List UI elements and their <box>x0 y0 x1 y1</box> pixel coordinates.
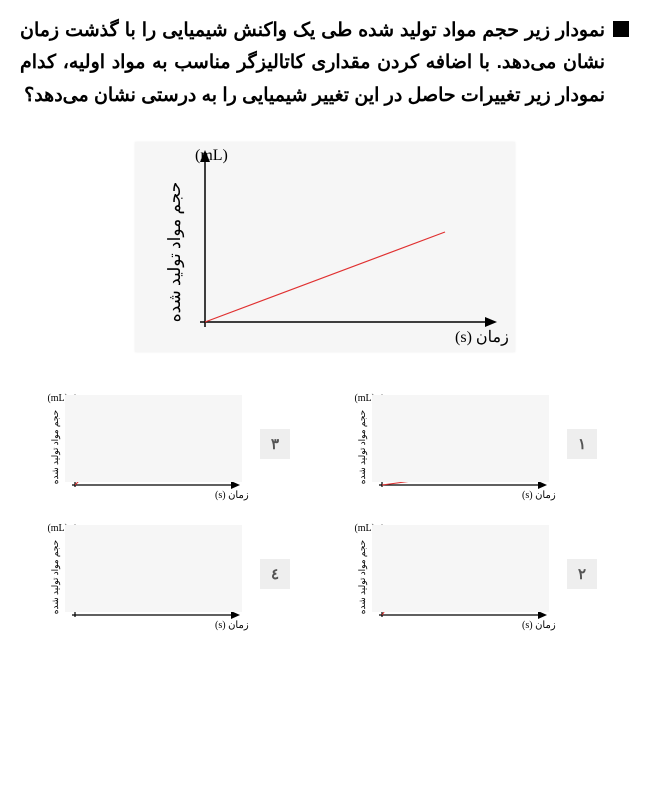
option-badge-3[interactable]: ٣ <box>260 429 290 459</box>
y-axis-label: حجم مواد تولید شده <box>165 182 185 323</box>
option-cell-2: (mL) حجم مواد تولید شده زمان (s) ٢ <box>337 517 619 632</box>
x-axis-label: زمان (s) <box>522 620 556 631</box>
option-cell-3: (mL) حجم مواد تولید شده زمان (s) ٣ <box>30 387 312 502</box>
option-chart-2: (mL) حجم مواد تولید شده زمان (s) <box>337 517 557 632</box>
option-cell-1: (mL) حجم مواد تولید شده زمان (s) ١ <box>337 387 619 502</box>
x-axis-arrow-icon <box>231 481 240 489</box>
options-grid: (mL) حجم مواد تولید شده زمان (s) ٣ (mL) … <box>20 387 629 632</box>
option-chart-3: (mL) حجم مواد تولید شده زمان (s) <box>30 387 250 502</box>
main-chart: (mL) حجم مواد تولید شده زمان (s) <box>135 142 515 352</box>
y-axis-label: حجم مواد تولید شده <box>357 540 368 614</box>
x-axis-label: زمان (s) <box>455 329 509 346</box>
x-axis-arrow-icon <box>231 611 240 619</box>
option-chart-1: (mL) حجم مواد تولید شده زمان (s) <box>337 387 557 502</box>
bullet-icon <box>613 21 629 37</box>
main-chart-line <box>205 232 445 322</box>
y-axis-label: حجم مواد تولید شده <box>357 410 368 484</box>
x-axis-label: زمان (s) <box>215 620 249 631</box>
x-axis-label: زمان (s) <box>522 490 556 501</box>
option-chart-4: (mL) حجم مواد تولید شده زمان (s) <box>30 517 250 632</box>
option-cell-4: (mL) حجم مواد تولید شده زمان (s) ٤ <box>30 517 312 632</box>
x-axis-arrow-icon <box>485 317 497 327</box>
option-badge-4[interactable]: ٤ <box>260 559 290 589</box>
x-axis-label: زمان (s) <box>215 490 249 501</box>
option-badge-2[interactable]: ٢ <box>567 559 597 589</box>
question-text: نمودار زیر حجم مواد تولید شده طی یک واکن… <box>20 15 605 112</box>
x-axis-arrow-icon <box>538 481 547 489</box>
y-axis-label: حجم مواد تولید شده <box>50 410 61 484</box>
main-chart-container: (mL) حجم مواد تولید شده زمان (s) <box>20 142 629 352</box>
option-badge-1[interactable]: ١ <box>567 429 597 459</box>
question-block: نمودار زیر حجم مواد تولید شده طی یک واکن… <box>20 15 629 112</box>
x-axis-arrow-icon <box>538 611 547 619</box>
y-axis-label: حجم مواد تولید شده <box>50 540 61 614</box>
y-unit-label: (mL) <box>195 147 228 164</box>
